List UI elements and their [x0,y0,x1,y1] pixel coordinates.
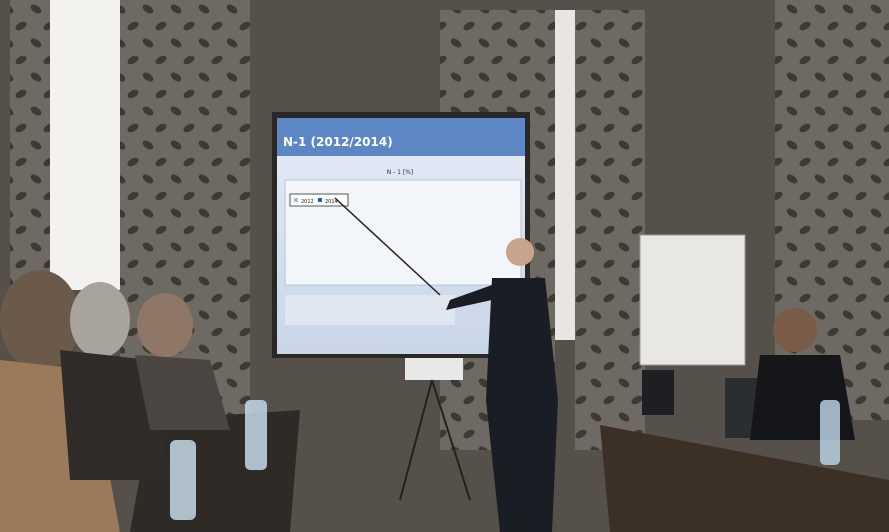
curtain [10,0,50,300]
curtain [575,10,645,450]
presenter-head [506,238,534,266]
presenter-body [486,278,558,532]
slide-footnotes [285,295,455,325]
flipchart [640,235,745,365]
slide-axis-title: N - 1 [%] [387,169,414,176]
legend-swatch [318,198,322,202]
window-left [40,0,130,290]
water-bottle [245,400,267,470]
photo-scene: N-1 (2012/2014) N - 1 [%] 2012 2014 [0,0,889,532]
audience-head [137,293,193,357]
water-bottle [170,440,196,520]
water-bottle [820,400,840,465]
projector [405,358,463,380]
laptop [642,370,674,415]
person-head [773,308,817,352]
audience-head [70,282,130,358]
legend-label: 2012 [301,199,314,205]
slide-title: N-1 (2012/2014) [283,135,393,149]
legend-swatch [294,198,298,202]
page: {"slide": {"title": "N-1 (2012/2014)", "… [0,0,889,532]
legend-label: 2014 [325,199,338,205]
